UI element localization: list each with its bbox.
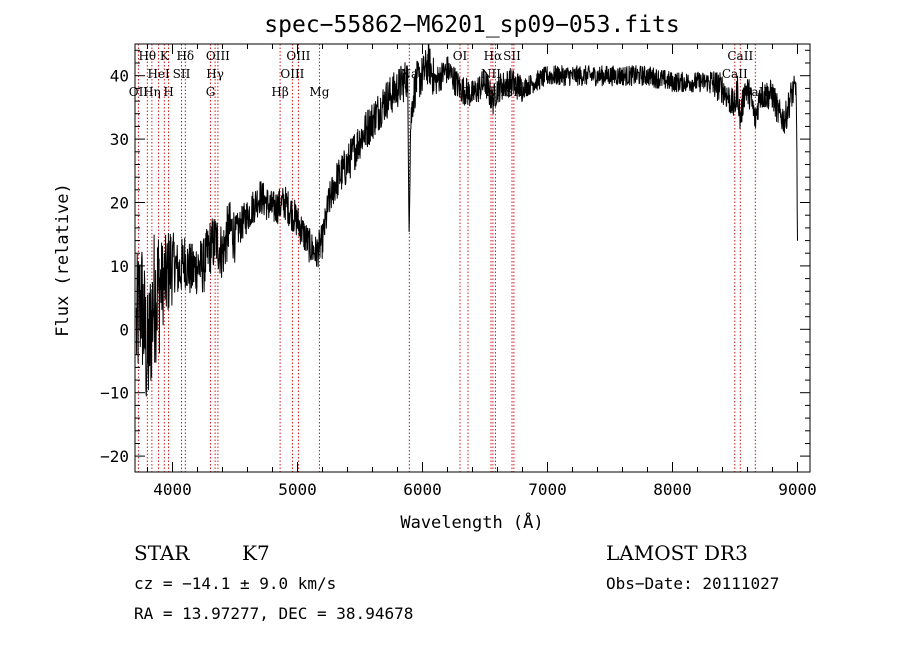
y-tick-label: 20 (110, 194, 129, 213)
line-label-group: OIIHθHηHeIKHSIIHδGHγOIIIHβOIIIOIIIMgNaOI… (129, 49, 769, 99)
y-tick-label: 30 (110, 130, 129, 149)
y-tick-label: −20 (100, 447, 129, 466)
line-label-25: CaII (742, 85, 768, 99)
spectrum-line (135, 44, 798, 397)
coordinates-readout: RA = 13.97277, DEC = 38.94678 (134, 604, 413, 623)
x-tick-label: 4000 (153, 480, 192, 499)
line-label-14: Mg (309, 85, 329, 99)
line-label-13: OIII (286, 49, 310, 63)
line-label-24: CaII (727, 49, 753, 63)
x-tick-label: 7000 (528, 480, 567, 499)
line-label-15: Na (400, 67, 418, 81)
line-label-17: OI (461, 85, 476, 99)
x-tick-label: 5000 (278, 480, 317, 499)
spectrum-group (135, 44, 798, 397)
y-tick-label: 0 (119, 320, 129, 339)
object-class: STAR (134, 541, 190, 565)
axes-group: 4000 5000 6000 7000 8000 9000 −20 −10 0 10 20 30 40 (100, 43, 817, 499)
line-label-0: OII (129, 85, 149, 99)
line-label-4: K (160, 49, 170, 63)
x-tick-label: 8000 (653, 480, 692, 499)
chart-title: spec−55862−M6201_sp09−053.fits (264, 12, 679, 38)
survey-name: LAMOST DR3 (606, 541, 748, 565)
y-axis-label: Flux (relative) (53, 183, 73, 337)
line-label-12: OIII (280, 67, 304, 81)
plot-frame (134, 43, 811, 473)
line-label-8: G (206, 85, 216, 99)
line-label-20: NII (485, 85, 505, 99)
line-label-19: Hα (484, 49, 503, 63)
observation-date: Obs−Date: 20111027 (606, 574, 779, 593)
line-label-21: SII (503, 49, 521, 63)
line-label-7: Hδ (176, 49, 194, 63)
line-label-9: Hγ (206, 67, 224, 81)
line-label-5: H (163, 85, 173, 99)
x-tick-label: 6000 (403, 480, 442, 499)
object-subclass: K7 (242, 541, 270, 565)
line-label-2: Hη (143, 85, 161, 99)
y-tick-label: −10 (100, 384, 129, 403)
line-label-16: OI (453, 49, 468, 63)
line-label-1: Hθ (138, 49, 156, 63)
line-label-22: SII (505, 85, 523, 99)
line-label-3: HeI (147, 67, 170, 81)
line-label-23: CaII (722, 67, 748, 81)
velocity-readout: cz = −14.1 ± 9.0 km/s (134, 574, 336, 593)
line-label-18: NII (481, 67, 501, 81)
line-label-6: SII (173, 67, 191, 81)
line-label-10: OIII (206, 49, 230, 63)
y-tick-label: 10 (110, 257, 129, 276)
y-tick-label: 40 (110, 67, 129, 86)
x-axis-label: Wavelength (Å) (400, 511, 543, 533)
line-marker-group (137, 44, 756, 472)
x-tick-label: 9000 (778, 480, 817, 499)
line-label-11: Hβ (271, 85, 288, 99)
